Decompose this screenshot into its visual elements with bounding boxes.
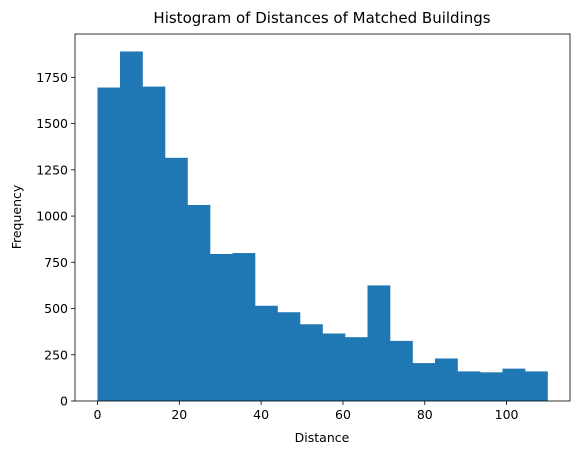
bars-group	[97, 51, 548, 402]
x-tick-label: 80	[417, 407, 433, 422]
histogram-bar	[255, 305, 278, 401]
histogram-bar	[390, 340, 413, 401]
histogram-bar	[277, 312, 301, 401]
histogram-bar	[97, 87, 121, 401]
chart-title: Histogram of Distances of Matched Buildi…	[153, 9, 490, 27]
histogram-bar	[480, 372, 503, 401]
histogram-bar	[502, 368, 526, 401]
y-tick-label: 500	[44, 301, 68, 316]
histogram-bar	[187, 204, 211, 401]
x-tick-label: 20	[171, 407, 187, 422]
y-axis-ticks: 0 250 500 750 1000 1250 1500 1750	[36, 70, 75, 409]
histogram-bar	[435, 358, 458, 401]
x-axis-label: Distance	[295, 430, 350, 445]
histogram-bar	[210, 253, 233, 401]
y-axis-label: Frequency	[9, 184, 24, 249]
histogram-bar	[165, 157, 188, 401]
histogram-bar	[412, 363, 436, 401]
x-tick-label: 60	[335, 407, 351, 422]
histogram-bar	[300, 324, 323, 401]
histogram-bar	[345, 337, 368, 401]
histogram-bar	[457, 371, 481, 401]
y-tick-label: 0	[60, 394, 68, 409]
x-axis-ticks: 0 20 40 60 80 100	[94, 401, 519, 422]
histogram-bar	[322, 333, 346, 401]
y-tick-label: 1500	[36, 116, 68, 131]
histogram-bar	[525, 371, 548, 401]
histogram-bar	[142, 86, 166, 402]
histogram-bar	[120, 51, 143, 401]
y-tick-label: 250	[44, 347, 68, 362]
y-tick-label: 1250	[36, 162, 68, 177]
x-tick-label: 0	[94, 407, 102, 422]
x-tick-label: 100	[495, 407, 519, 422]
y-tick-label: 750	[44, 255, 68, 270]
histogram-bar	[367, 285, 391, 401]
y-tick-label: 1000	[36, 209, 68, 224]
y-tick-label: 1750	[36, 70, 68, 85]
plot-frame	[74, 33, 571, 402]
x-tick-label: 40	[253, 407, 269, 422]
histogram-bar	[232, 253, 256, 401]
